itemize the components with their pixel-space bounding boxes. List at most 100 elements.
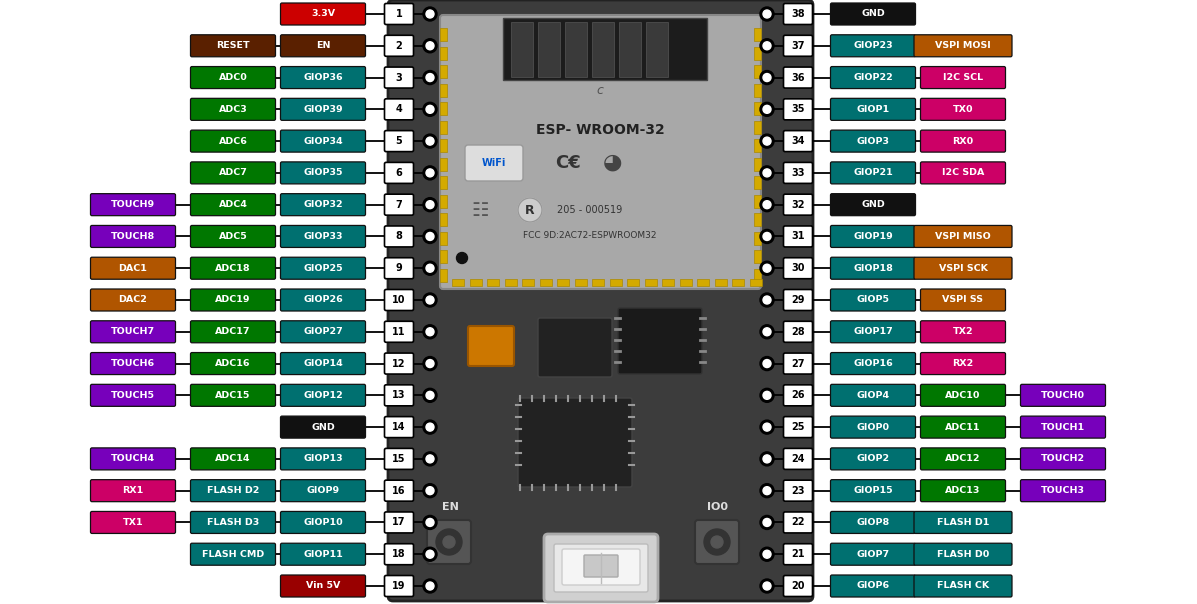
- Circle shape: [760, 388, 774, 402]
- FancyBboxPatch shape: [280, 353, 365, 374]
- FancyBboxPatch shape: [575, 279, 587, 286]
- Circle shape: [762, 423, 771, 431]
- Text: GIOP14: GIOP14: [303, 359, 342, 368]
- Circle shape: [762, 105, 771, 114]
- FancyBboxPatch shape: [754, 250, 761, 263]
- Circle shape: [443, 536, 455, 548]
- Text: ADC14: ADC14: [215, 454, 250, 463]
- Circle shape: [762, 518, 771, 527]
- Circle shape: [760, 7, 774, 21]
- FancyBboxPatch shape: [91, 194, 176, 216]
- FancyBboxPatch shape: [440, 158, 446, 170]
- Text: GIOP6: GIOP6: [856, 582, 889, 591]
- Text: Vin 5V: Vin 5V: [305, 582, 340, 591]
- FancyBboxPatch shape: [280, 3, 365, 25]
- Text: 4: 4: [396, 104, 402, 114]
- Circle shape: [426, 137, 435, 145]
- Text: ADC3: ADC3: [219, 105, 248, 114]
- Text: 5: 5: [396, 136, 402, 146]
- Circle shape: [760, 325, 774, 339]
- FancyBboxPatch shape: [789, 70, 803, 85]
- Text: 14: 14: [393, 422, 406, 432]
- Text: 38: 38: [791, 9, 804, 19]
- FancyBboxPatch shape: [396, 292, 412, 307]
- Text: 205 - 000519: 205 - 000519: [558, 205, 622, 215]
- Text: GIOP32: GIOP32: [303, 200, 342, 209]
- FancyBboxPatch shape: [396, 38, 412, 53]
- FancyBboxPatch shape: [920, 289, 1005, 311]
- Text: 9: 9: [396, 263, 402, 273]
- Circle shape: [426, 296, 435, 304]
- Text: RX0: RX0: [953, 137, 973, 146]
- Text: FLASH D2: FLASH D2: [207, 486, 260, 495]
- FancyBboxPatch shape: [91, 448, 176, 470]
- FancyBboxPatch shape: [427, 520, 470, 564]
- FancyBboxPatch shape: [384, 480, 413, 501]
- Text: GIOP36: GIOP36: [303, 73, 342, 82]
- Text: VSPI MISO: VSPI MISO: [935, 232, 991, 241]
- FancyBboxPatch shape: [789, 165, 803, 181]
- Circle shape: [762, 42, 771, 50]
- FancyBboxPatch shape: [280, 480, 365, 502]
- Circle shape: [762, 233, 771, 240]
- Text: c: c: [596, 83, 603, 97]
- Circle shape: [760, 452, 774, 466]
- Text: IO0: IO0: [707, 502, 729, 512]
- FancyBboxPatch shape: [280, 66, 365, 89]
- FancyBboxPatch shape: [440, 121, 446, 133]
- Text: 2: 2: [396, 41, 402, 51]
- FancyBboxPatch shape: [754, 121, 761, 133]
- FancyBboxPatch shape: [920, 321, 1005, 343]
- FancyBboxPatch shape: [396, 133, 412, 149]
- Circle shape: [760, 515, 774, 530]
- Circle shape: [760, 261, 774, 275]
- Text: GIOP9: GIOP9: [306, 486, 340, 495]
- FancyBboxPatch shape: [784, 385, 813, 406]
- Text: GIOP11: GIOP11: [303, 550, 342, 559]
- FancyBboxPatch shape: [280, 98, 365, 120]
- Circle shape: [423, 356, 437, 371]
- FancyBboxPatch shape: [384, 35, 413, 56]
- FancyBboxPatch shape: [831, 289, 916, 311]
- FancyBboxPatch shape: [697, 279, 709, 286]
- Circle shape: [760, 230, 774, 243]
- FancyBboxPatch shape: [789, 451, 803, 466]
- FancyBboxPatch shape: [789, 388, 803, 403]
- FancyBboxPatch shape: [280, 35, 365, 57]
- Text: WiFi: WiFi: [482, 158, 506, 168]
- FancyBboxPatch shape: [396, 229, 412, 244]
- FancyBboxPatch shape: [831, 416, 916, 438]
- Circle shape: [760, 166, 774, 180]
- FancyBboxPatch shape: [511, 22, 533, 77]
- FancyBboxPatch shape: [609, 279, 621, 286]
- Text: ESP- WROOM-32: ESP- WROOM-32: [535, 123, 664, 137]
- Text: GIOP4: GIOP4: [856, 391, 889, 400]
- FancyBboxPatch shape: [396, 579, 412, 594]
- FancyBboxPatch shape: [396, 197, 412, 212]
- FancyBboxPatch shape: [518, 398, 632, 487]
- FancyBboxPatch shape: [784, 544, 813, 565]
- Text: GIOP26: GIOP26: [303, 295, 342, 304]
- FancyBboxPatch shape: [384, 289, 413, 310]
- Text: C€: C€: [555, 154, 581, 172]
- FancyBboxPatch shape: [440, 213, 446, 226]
- Text: ADC16: ADC16: [215, 359, 250, 368]
- Text: 12: 12: [393, 359, 406, 368]
- FancyBboxPatch shape: [593, 279, 604, 286]
- Circle shape: [423, 547, 437, 561]
- Text: GND: GND: [861, 200, 885, 209]
- FancyBboxPatch shape: [831, 35, 916, 57]
- FancyBboxPatch shape: [831, 162, 916, 184]
- FancyBboxPatch shape: [784, 576, 813, 597]
- FancyBboxPatch shape: [920, 448, 1005, 470]
- Text: EN: EN: [316, 41, 330, 50]
- Text: 10: 10: [393, 295, 406, 305]
- Text: 15: 15: [393, 454, 406, 464]
- Circle shape: [426, 169, 435, 177]
- FancyBboxPatch shape: [754, 47, 761, 60]
- Text: ADC5: ADC5: [219, 232, 248, 241]
- Circle shape: [760, 356, 774, 371]
- Text: GIOP19: GIOP19: [853, 232, 893, 241]
- FancyBboxPatch shape: [440, 269, 446, 281]
- FancyBboxPatch shape: [440, 102, 446, 115]
